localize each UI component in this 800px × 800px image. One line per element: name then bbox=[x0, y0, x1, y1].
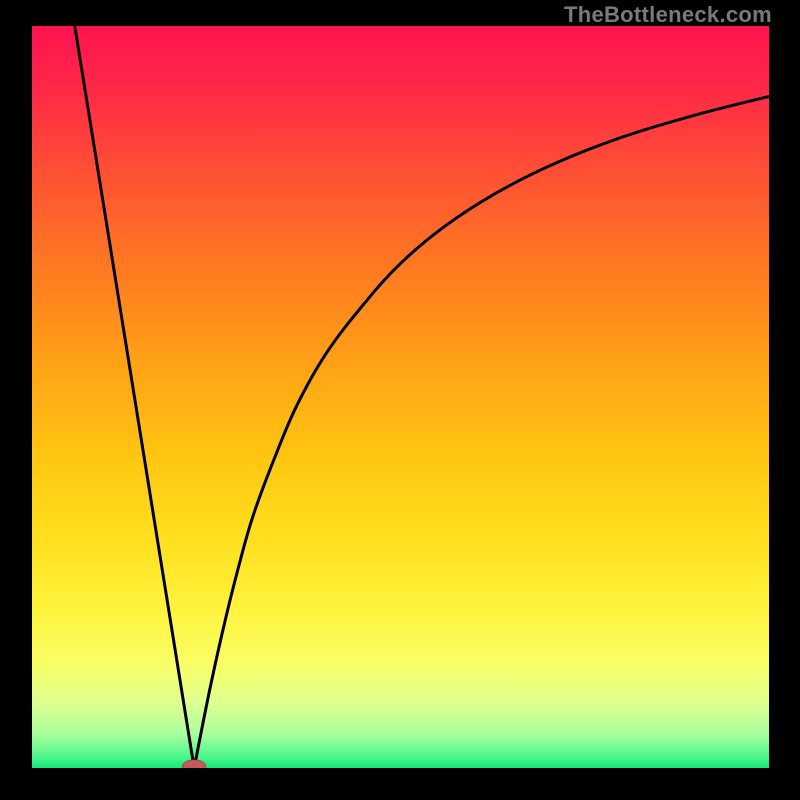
gradient-background bbox=[32, 26, 769, 768]
watermark-text: TheBottleneck.com bbox=[564, 2, 772, 28]
gradient-plot bbox=[32, 26, 769, 768]
chart-root: TheBottleneck.com bbox=[0, 0, 800, 800]
